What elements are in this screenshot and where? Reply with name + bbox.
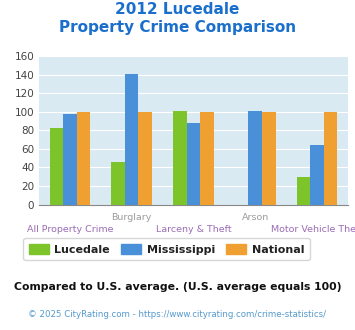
Text: Motor Vehicle Theft: Motor Vehicle Theft (271, 225, 355, 234)
Bar (111, 162, 125, 205)
Text: All Property Crime: All Property Crime (27, 225, 113, 234)
Bar (248, 111, 262, 205)
Text: Compared to U.S. average. (U.S. average equals 100): Compared to U.S. average. (U.S. average … (14, 282, 341, 292)
Bar (173, 111, 187, 205)
Bar (262, 112, 275, 205)
Text: Larceny & Theft: Larceny & Theft (155, 225, 231, 234)
Bar (187, 123, 200, 205)
Text: Arson: Arson (242, 213, 269, 222)
Bar (63, 114, 77, 205)
Bar (50, 128, 63, 205)
Bar (138, 112, 152, 205)
Legend: Lucedale, Mississippi, National: Lucedale, Mississippi, National (23, 238, 310, 260)
Bar (297, 177, 310, 205)
Text: 2012 Lucedale: 2012 Lucedale (115, 2, 240, 16)
Text: © 2025 CityRating.com - https://www.cityrating.com/crime-statistics/: © 2025 CityRating.com - https://www.city… (28, 310, 327, 318)
Bar (324, 112, 337, 205)
Bar (200, 112, 214, 205)
Text: Property Crime Comparison: Property Crime Comparison (59, 20, 296, 35)
Text: Burglary: Burglary (111, 213, 152, 222)
Bar (310, 145, 324, 205)
Bar (125, 74, 138, 205)
Bar (77, 112, 90, 205)
